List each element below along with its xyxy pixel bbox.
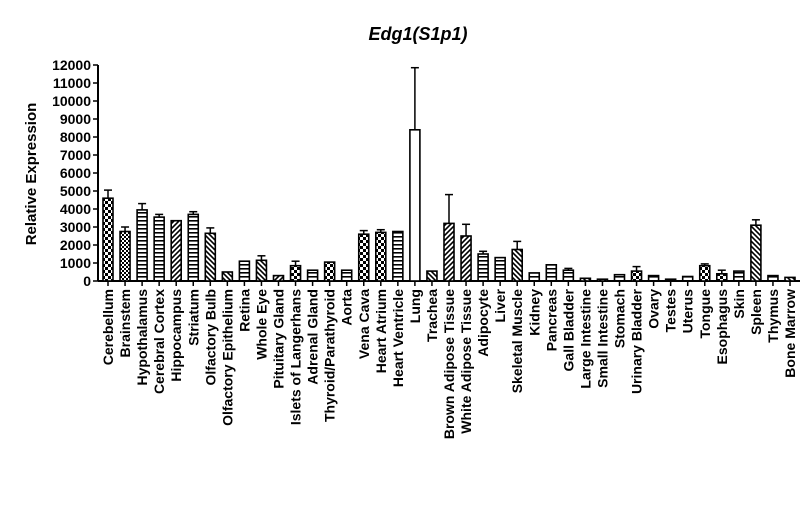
x-tick-label: Olfactory Epithelium (219, 289, 235, 426)
bar (784, 276, 796, 282)
bar (221, 271, 234, 282)
bar (630, 270, 643, 282)
x-tick-label: Uterus (680, 289, 696, 334)
y-tick-label: 5000 (60, 183, 91, 199)
bar (579, 277, 592, 282)
bar (136, 209, 148, 282)
x-tick-label: Kidney (526, 289, 542, 336)
x-tick-label: Testes (663, 289, 679, 333)
plot-area: 0 1000 2000 3000 4000 5000 6000 7000 8000 9000 100… (52, 57, 800, 439)
y-tick-label: 4000 (60, 201, 91, 217)
bar (323, 261, 336, 282)
y-tick-label: 9000 (60, 111, 91, 127)
x-tick-label: Bone Marrow (782, 289, 798, 378)
y-tick-label: 7000 (60, 147, 91, 163)
bar (664, 278, 677, 282)
x-tick-label: Retina (236, 289, 252, 332)
x-tick-label: Whole Eye (253, 289, 269, 360)
y-tick-label: 8000 (60, 129, 91, 145)
x-tick-label: Thymus (765, 289, 781, 343)
bar (460, 235, 472, 282)
x-tick-label: Pituitary Gland (271, 289, 287, 389)
bar (528, 272, 541, 282)
x-tick-label: Trachea (424, 289, 440, 342)
bar (681, 275, 694, 282)
x-tick-label: Heart Atrium (373, 289, 389, 373)
x-tick-label: Stomach (612, 289, 628, 348)
bar (340, 269, 353, 282)
x-tick-label: Esophagus (714, 289, 730, 365)
bar (647, 274, 660, 282)
bar (494, 256, 506, 282)
bar (562, 269, 575, 282)
bar (715, 272, 728, 282)
y-tick-label: 1000 (60, 255, 91, 271)
bar (374, 231, 387, 282)
y-tick-label: 12000 (52, 57, 91, 73)
bar (443, 222, 455, 282)
x-tick-label: Adipocyte (475, 289, 491, 357)
x-tick-label: Brown Adipose Tissue (441, 289, 457, 439)
x-tick-label: Cerebellum (100, 289, 116, 365)
bar (357, 233, 370, 282)
x-tick-label: Pancreas (543, 289, 559, 351)
bar (255, 259, 268, 282)
x-tick-label: Spleen (748, 289, 764, 335)
bar (119, 230, 131, 282)
x-tick-label: Aorta (339, 289, 355, 326)
bar (511, 248, 524, 282)
x-tick-label: Striatum (185, 289, 201, 346)
x-tick-label: Olfactory Bulb (202, 289, 218, 385)
x-tick-label: Tongue (697, 289, 713, 339)
x-tick-label: Skin (731, 289, 747, 319)
bar (272, 274, 285, 282)
bar (733, 270, 745, 282)
x-tick-label: Cerebral Cortex (151, 289, 167, 394)
x-tick-label: Large Intestine (577, 289, 593, 389)
y-tick-label: 0 (83, 273, 91, 289)
x-tick-label: White Adipose Tissue (458, 289, 474, 434)
bar (306, 269, 319, 282)
bar (170, 219, 182, 282)
bar (767, 274, 779, 282)
x-tick-label: Brainstem (117, 289, 133, 357)
y-tick-label: 3000 (60, 219, 91, 235)
y-tick-label: 2000 (60, 237, 91, 253)
x-tick-label: Gall Bladder (560, 288, 576, 371)
x-tick-label: Vena Cava (356, 289, 372, 359)
x-tick-label: Skeletal Muscle (509, 289, 525, 393)
bar (545, 263, 558, 282)
bar (750, 224, 762, 282)
x-tick-label: Urinary Bladder (629, 288, 645, 394)
bar (596, 278, 609, 282)
y-tick-label: 6000 (60, 165, 91, 181)
x-tick-label: Hypothalamus (134, 289, 150, 386)
bar (698, 264, 711, 282)
x-tick-label: Adrenal Gland (305, 289, 321, 385)
y-axis-label: Relative Expression (23, 103, 40, 246)
bar (477, 253, 489, 282)
bar (409, 129, 421, 282)
bar (289, 264, 302, 282)
bar (392, 230, 404, 282)
x-tick-label: Small Intestine (594, 289, 610, 388)
bar (204, 232, 217, 282)
x-tick-label: Ovary (646, 289, 662, 329)
bar (238, 260, 251, 282)
y-tick-label: 11000 (53, 75, 91, 91)
bar (613, 273, 626, 282)
bar (153, 216, 165, 282)
x-tick-label: Heart Ventricle (390, 289, 406, 387)
chart-title: Edg1(S1p1) (368, 24, 467, 44)
x-tick-label: Liver (492, 288, 508, 322)
y-tick-label: 10000 (52, 93, 91, 109)
x-tick-label: Thyroid/Parathyroid (322, 289, 338, 422)
bar (426, 270, 438, 282)
bar (102, 197, 114, 282)
x-tick-label: Hippocampus (168, 289, 184, 382)
x-tick-label: Lung (407, 289, 423, 323)
x-tick-label: Islets of Langerhans (288, 289, 304, 425)
bar (187, 213, 200, 282)
